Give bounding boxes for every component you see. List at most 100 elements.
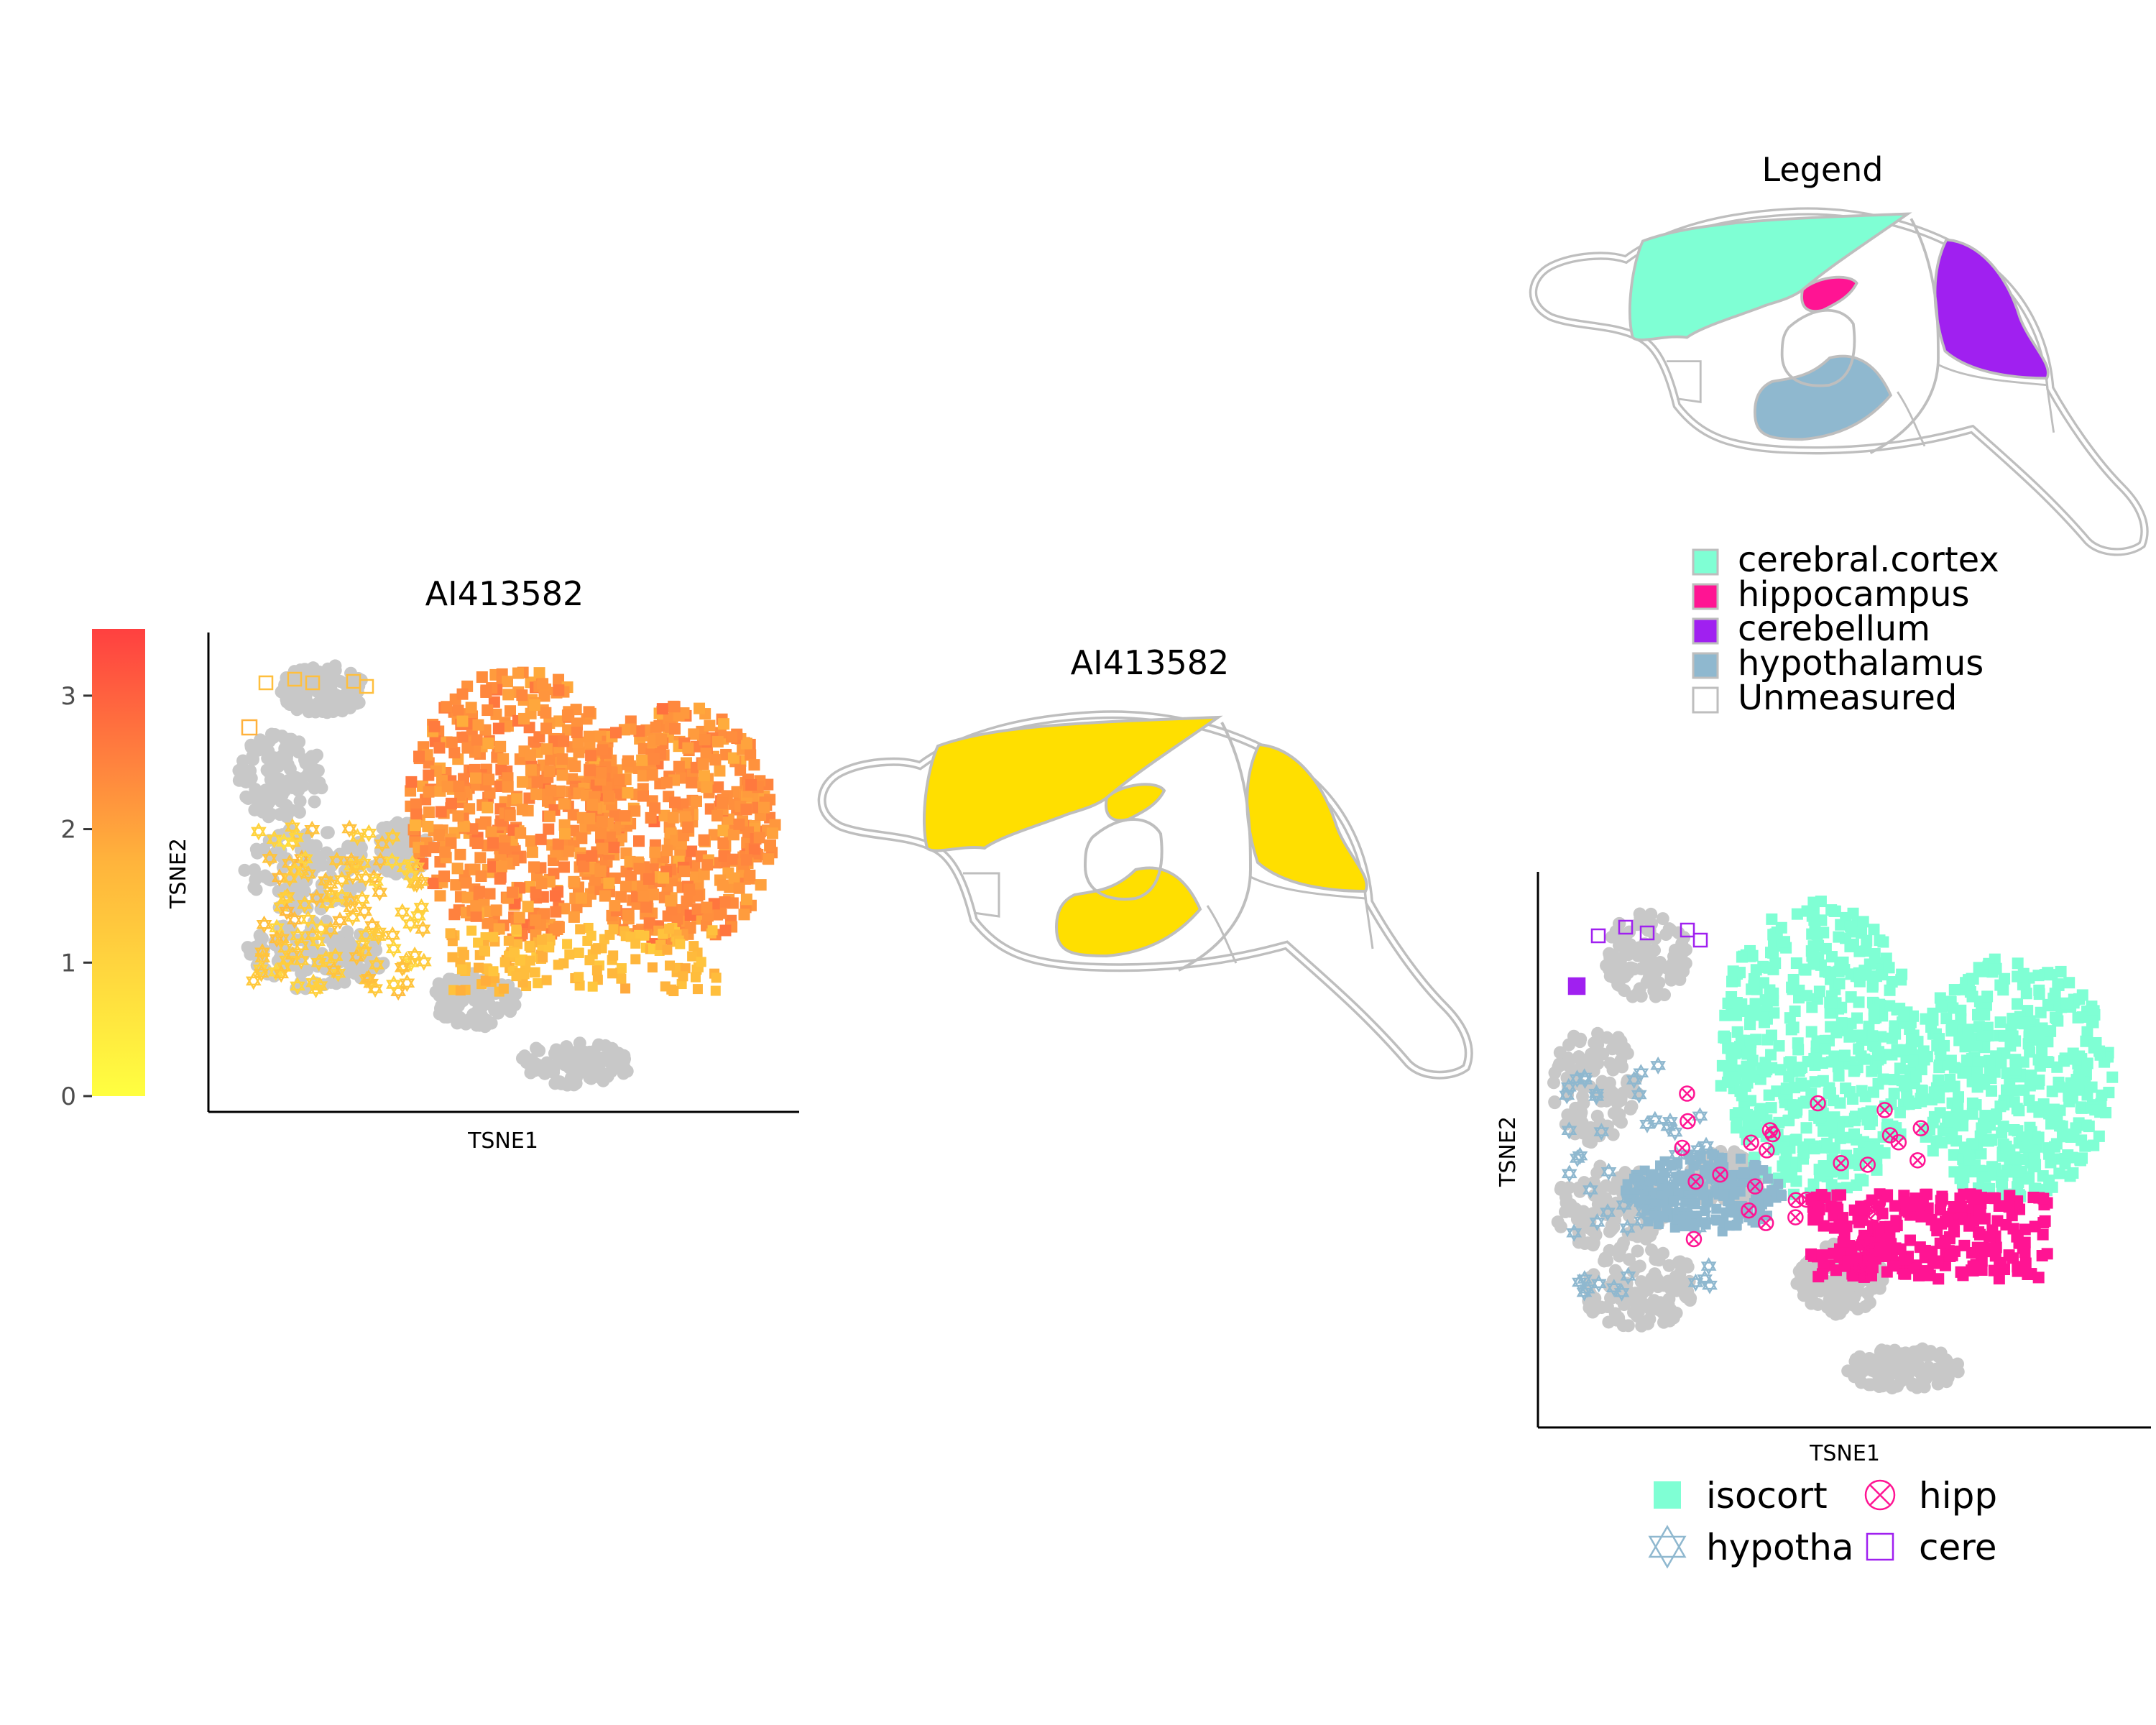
isocort-cell: [2042, 1036, 2054, 1048]
hypotha-cell: [1667, 1162, 1683, 1177]
hipp-cell: [553, 960, 563, 970]
cortex-cell: [541, 743, 553, 755]
cortex-cell: [584, 812, 596, 824]
background-cell: [1547, 1076, 1560, 1090]
cortex-cell: [595, 767, 607, 779]
hypotha-cell: [310, 953, 327, 967]
hipp-cell-cross: [1861, 1159, 1874, 1171]
isocort-cell: [1834, 1132, 1846, 1144]
hypotha-cell: [402, 915, 418, 929]
isocort-cell: [1736, 1090, 1748, 1102]
isocort-cell: [1840, 1082, 1852, 1095]
hypotha-cell: [1590, 1274, 1607, 1289]
hipp-cell: [1993, 1200, 2005, 1212]
isocort-cell: [1942, 1059, 1954, 1071]
hypotha-cell-inv: [293, 941, 310, 955]
shape-legend-key: [1654, 1481, 1681, 1509]
hypotha-cell: [251, 822, 267, 837]
cortex-cell: [698, 834, 710, 846]
cortex-cell: [516, 689, 528, 702]
background-cell: [287, 740, 301, 754]
isocort-cell: [1722, 997, 1734, 1009]
hipp-cell-cross: [1761, 1144, 1773, 1156]
hypotha-cell: [1738, 1168, 1749, 1179]
cortex-cell: [517, 776, 529, 788]
isocort-cell: [1998, 1030, 2010, 1042]
isocort-cell: [1787, 1099, 1800, 1111]
isocort-cell: [1856, 1085, 1868, 1097]
legend-cortex-region: [1628, 212, 1912, 341]
hipp-cell: [1858, 1240, 1875, 1256]
isocort-cell: [2049, 988, 2061, 1000]
cortex-cell: [465, 702, 477, 714]
isocort-cell: [1807, 896, 1820, 908]
cortex-cell: [766, 827, 778, 840]
background-cell: [484, 1016, 498, 1030]
hipp-cell: [1944, 1250, 1956, 1262]
background-cell: [255, 932, 269, 945]
cortex-cell: [711, 908, 723, 921]
shape-legend-key-cross: [1869, 1484, 1891, 1506]
cortex-cell: [504, 809, 516, 822]
isocort-cell: [1731, 1026, 1743, 1038]
isocort-cell: [1825, 1164, 1837, 1177]
cere-cell: [1692, 932, 1708, 948]
cortex-cell: [441, 781, 453, 793]
background-cell: [236, 754, 250, 768]
hypotha-cell-inv: [1588, 1092, 1605, 1105]
hypotha-cell-inv: [312, 981, 328, 995]
isocort-cell: [1964, 1034, 1976, 1046]
cortex-cell: [490, 904, 502, 916]
isocort-cell: [1944, 1113, 1956, 1125]
hypotha-cell: [349, 856, 364, 870]
isocort-cell: [2012, 970, 2024, 983]
background-cell: [1662, 1298, 1675, 1312]
hypotha-cell-inv: [1662, 1117, 1678, 1131]
cortex-cell: [741, 854, 753, 866]
hipp-cell-cross: [1861, 1242, 1873, 1254]
hypotha-cell: [1711, 1203, 1722, 1214]
cere-cell: [1639, 925, 1655, 941]
isocort-cell: [1847, 907, 1859, 919]
isocort-cell: [1866, 979, 1879, 991]
isocort-cell: [1761, 1064, 1773, 1076]
cortex-cell: [643, 917, 655, 929]
region-legend-swatch: [1692, 583, 1719, 610]
hipp-cell: [1884, 1220, 1897, 1233]
cortex-cell: [667, 811, 679, 824]
cortex-cell: [701, 901, 713, 914]
cortex-cell: [594, 865, 607, 878]
isocort-cell: [1994, 979, 2007, 991]
hypotha-cell: [318, 949, 334, 964]
shape-legend-label: cere: [1919, 1527, 1996, 1568]
background-cell: [1623, 925, 1636, 939]
hypotha-cell: [1606, 1279, 1622, 1293]
hypotha-cell-inv: [1619, 1223, 1636, 1238]
hypotha-cell: [252, 960, 269, 974]
hipp-cell: [711, 972, 722, 983]
hypotha-cell: [1749, 1197, 1759, 1208]
isocort-cell: [2018, 1016, 2030, 1029]
cortex-cell: [569, 760, 581, 773]
hypotha-cell-inv: [370, 932, 387, 946]
hipp-cell-cross: [1835, 1157, 1847, 1169]
background-cell: [1886, 1346, 1899, 1360]
hypotha-cell-inv: [256, 919, 272, 934]
brain-hippocampus-region: [1105, 783, 1166, 822]
hypotha-cell-inv: [1667, 1127, 1683, 1141]
hipp-cell: [680, 963, 691, 974]
background-cell: [447, 994, 461, 1008]
isocort-cell: [1807, 958, 1820, 970]
hipp-cell: [1761, 1122, 1779, 1138]
cortex-cell: [691, 795, 703, 807]
cere-cell: [1590, 928, 1606, 944]
hipp-cell: [1973, 1226, 1985, 1238]
hypotha-cell: [344, 908, 361, 922]
background-cell: [244, 947, 257, 961]
cortex-cell: [511, 793, 523, 805]
isocort-cell: [1801, 905, 1813, 917]
hipp-cell: [1936, 1190, 1948, 1202]
background-cell: [1588, 1189, 1601, 1202]
hypotha-cell-inv: [384, 856, 400, 870]
